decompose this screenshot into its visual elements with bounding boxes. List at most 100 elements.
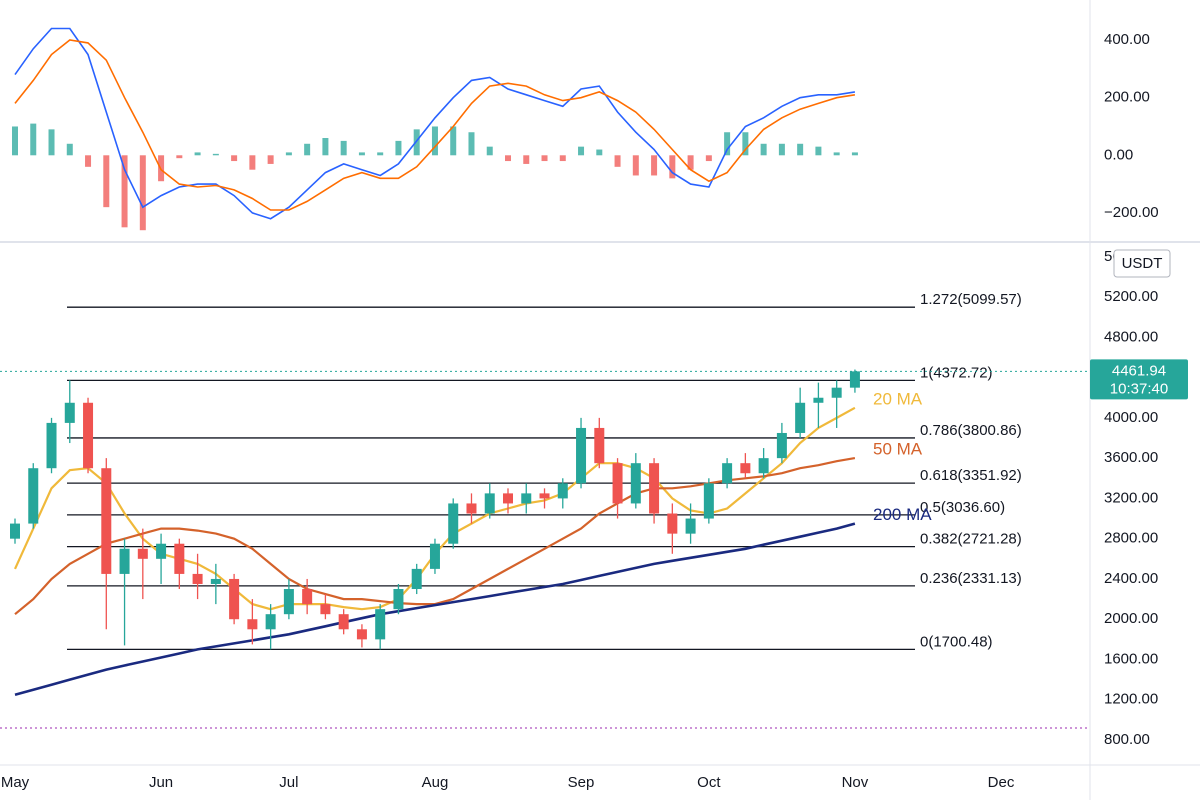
candle-body <box>429 543 440 569</box>
candle-body <box>849 371 860 388</box>
histogram-bar <box>340 140 347 156</box>
histogram-bar <box>778 143 785 156</box>
fib-label: 0.786(3800.86) <box>920 422 1022 439</box>
candle-body <box>156 543 167 559</box>
histogram-bar <box>851 152 858 156</box>
candle-body <box>722 463 733 484</box>
x-tick-label: Oct <box>697 774 721 791</box>
candle-body <box>265 614 276 630</box>
candle-body <box>393 589 404 610</box>
histogram-bar <box>760 143 767 156</box>
candle-body <box>174 543 185 574</box>
candle-body <box>484 493 495 514</box>
candle-body <box>503 493 513 504</box>
y-tick-label: 1600.00 <box>1104 650 1158 667</box>
y-tick-label: 400.00 <box>1104 31 1150 48</box>
currency-box <box>1113 249 1171 278</box>
histogram-bar <box>322 138 329 156</box>
histogram-bar <box>669 155 676 179</box>
price-box <box>1090 359 1188 400</box>
candle-body <box>630 463 641 504</box>
y-tick-label: 1200.00 <box>1104 691 1158 708</box>
last-price-label: 4461.94 <box>1112 362 1166 379</box>
histogram-bar <box>395 140 402 156</box>
currency-label: USDT <box>1122 255 1163 272</box>
histogram-bar <box>85 155 92 167</box>
ma-label: 50 MA <box>873 440 923 459</box>
histogram-bar <box>431 126 438 156</box>
y-tick-label: 2000.00 <box>1104 610 1158 627</box>
histogram-bar <box>212 153 219 156</box>
candle-body <box>594 427 605 464</box>
candle-body <box>685 518 696 534</box>
y-tick-label: 4000.00 <box>1104 409 1158 426</box>
histogram-bar <box>267 155 274 164</box>
histogram-bar <box>523 155 530 164</box>
line <box>14 39 856 211</box>
candle-body <box>101 468 112 574</box>
histogram-bar <box>304 143 311 156</box>
histogram-bar <box>103 155 110 208</box>
histogram-bar <box>358 152 365 156</box>
x-tick-label: Sep <box>568 774 595 791</box>
histogram-bar <box>687 155 694 170</box>
histogram-bar <box>285 152 292 156</box>
histogram-bar <box>724 132 731 156</box>
candle-body <box>28 468 39 524</box>
candle-body <box>119 548 130 574</box>
candle-body <box>649 463 660 514</box>
ma-label: 20 MA <box>873 389 923 408</box>
histogram-bar <box>486 146 493 156</box>
histogram-bar <box>30 123 37 156</box>
candle-body <box>776 432 787 459</box>
y-tick-label: 5200.00 <box>1104 288 1158 305</box>
histogram-bar <box>176 155 183 159</box>
candle-body <box>83 402 94 469</box>
candle-body <box>338 614 349 630</box>
x-tick-label: Nov <box>842 774 869 791</box>
x-tick-label: Dec <box>988 774 1015 791</box>
candle-body <box>210 578 221 584</box>
histogram-bar <box>413 129 420 156</box>
candle-body <box>813 397 824 403</box>
histogram-bar <box>12 126 18 156</box>
candle-body <box>758 458 769 474</box>
candle-body <box>667 513 678 534</box>
histogram-bar <box>231 155 238 162</box>
fib-label: 1.272(5099.57) <box>920 291 1022 308</box>
fib-label: 0.5(3036.60) <box>920 499 1005 516</box>
histogram-bar <box>742 132 749 156</box>
candle-body <box>557 483 568 499</box>
y-tick-label: 4800.00 <box>1104 328 1158 345</box>
candle-body <box>411 568 422 590</box>
candle-body <box>320 604 331 615</box>
line <box>14 522 856 696</box>
y-tick-label: 3200.00 <box>1104 489 1158 506</box>
candle-body <box>466 503 477 514</box>
candle-body <box>448 503 459 544</box>
candle-body <box>521 493 532 504</box>
y-tick-label: −200.00 <box>1104 204 1159 221</box>
histogram-bar <box>578 146 585 156</box>
candle-body <box>375 609 386 640</box>
candle-body <box>192 573 203 584</box>
histogram-bar <box>797 143 804 156</box>
y-tick-label: 800.00 <box>1104 731 1150 748</box>
histogram-bar <box>377 152 384 156</box>
histogram-bar <box>450 126 457 156</box>
y-tick-label: 2400.00 <box>1104 570 1158 587</box>
fib-label: 0.382(2721.28) <box>920 531 1022 548</box>
candle-body <box>356 629 367 640</box>
x-tick-label: Aug <box>422 774 449 791</box>
candle-body <box>740 463 751 474</box>
histogram-bar <box>559 155 566 162</box>
candle-body <box>247 619 258 630</box>
histogram-bar <box>48 129 55 156</box>
histogram-bar <box>833 152 840 156</box>
y-tick-label: 3600.00 <box>1104 449 1158 466</box>
candle-body <box>539 493 550 499</box>
histogram-bar <box>505 155 511 162</box>
histogram-bar <box>194 152 201 156</box>
histogram-bar <box>815 146 822 156</box>
